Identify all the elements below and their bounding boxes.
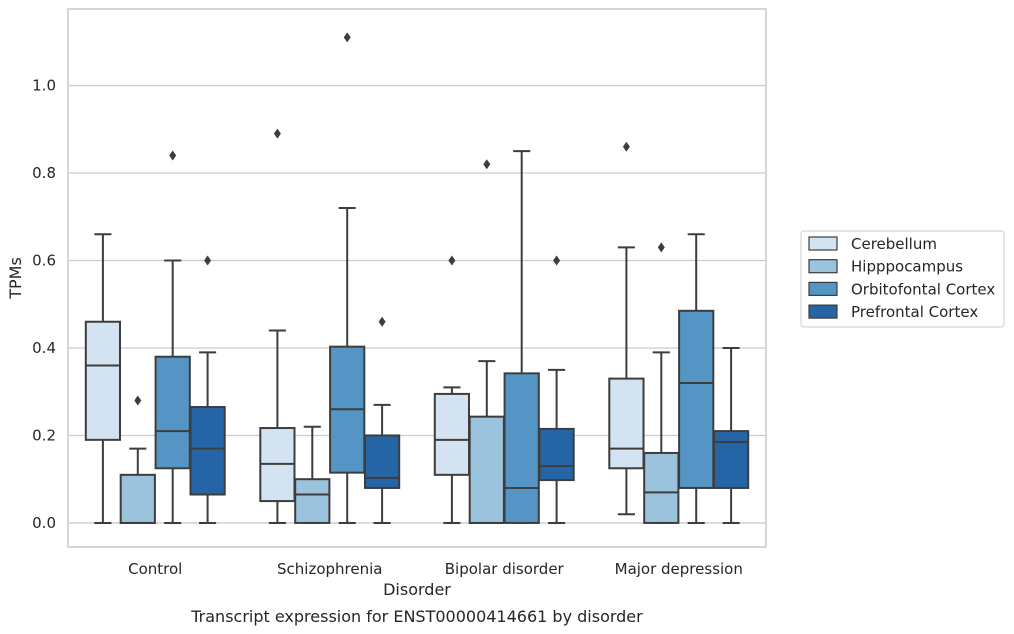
x-tick-label: Control bbox=[128, 560, 182, 578]
box-cerebellum-0 bbox=[84, 233, 122, 524]
y-tick-label: 1.0 bbox=[32, 77, 56, 95]
box-body bbox=[119, 473, 156, 524]
box-hipppocampus-2 bbox=[468, 159, 505, 524]
box-hipppocampus-1 bbox=[294, 425, 331, 524]
y-axis-ticks: 0.0 0.2 0.4 0.6 0.8 1.0 bbox=[32, 77, 56, 532]
legend-frame bbox=[800, 230, 1005, 328]
y-axis-label: TPMs bbox=[6, 257, 25, 300]
y-tick-label: 0.8 bbox=[32, 164, 56, 182]
box-cerebellum-3 bbox=[608, 141, 645, 516]
box-body bbox=[84, 320, 122, 441]
outlier-point bbox=[273, 128, 281, 139]
chart-caption: Transcript expression for ENST0000041466… bbox=[190, 607, 643, 626]
legend-label: Cerebellum bbox=[851, 235, 937, 253]
outlier-point bbox=[169, 150, 177, 161]
legend-swatch bbox=[808, 259, 838, 274]
box-body bbox=[503, 372, 540, 524]
outlier-point bbox=[657, 242, 665, 253]
legend-swatch bbox=[808, 236, 838, 251]
box-body bbox=[294, 478, 331, 524]
outlier-point bbox=[622, 141, 630, 152]
x-tick-label: Schizophrenia bbox=[277, 560, 382, 578]
x-tick-label: Major depression bbox=[615, 560, 743, 578]
y-tick-label: 0.0 bbox=[32, 514, 56, 532]
box-prefrontal-cortex-1 bbox=[363, 316, 401, 524]
box-orbitofontal-cortex-3 bbox=[678, 233, 715, 524]
x-axis-label: Disorder bbox=[383, 580, 451, 599]
box-cerebellum-1 bbox=[259, 128, 296, 524]
outlier-point bbox=[343, 32, 351, 43]
box-body bbox=[433, 392, 471, 476]
y-tick-label: 0.4 bbox=[32, 339, 56, 357]
legend-label: Hipppocampus bbox=[851, 258, 963, 276]
box-body bbox=[538, 427, 575, 482]
box-prefrontal-cortex-3 bbox=[712, 346, 750, 524]
box-hipppocampus-3 bbox=[643, 242, 680, 524]
legend-swatch bbox=[808, 304, 838, 319]
box-body bbox=[468, 415, 505, 524]
box-orbitofontal-cortex-0 bbox=[154, 150, 191, 524]
outlier-point bbox=[378, 316, 386, 327]
box-prefrontal-cortex-0 bbox=[189, 255, 226, 524]
outlier-point bbox=[134, 395, 142, 406]
y-tick-label: 0.6 bbox=[32, 252, 56, 270]
outlier-point bbox=[448, 255, 456, 266]
box-body bbox=[712, 430, 750, 489]
x-tick-label: Bipolar disorder bbox=[445, 560, 565, 578]
outlier-point bbox=[553, 255, 561, 266]
box-orbitofontal-cortex-2 bbox=[503, 150, 540, 524]
x-axis-ticks: Control Schizophrenia Bipolar disorder Majo… bbox=[128, 560, 743, 578]
legend-label: Orbitofontal Cortex bbox=[851, 280, 995, 298]
box-body bbox=[189, 406, 226, 496]
box-orbitofontal-cortex-1 bbox=[329, 32, 366, 524]
y-tick-label: 0.2 bbox=[32, 426, 56, 444]
legend: Cerebellum Hipppocampus Orbitofontal Corte… bbox=[800, 230, 1005, 328]
box-cerebellum-2 bbox=[433, 255, 471, 524]
plot-frame bbox=[67, 8, 767, 548]
legend-label: Prefrontal Cortex bbox=[851, 303, 978, 321]
legend-swatch bbox=[808, 281, 838, 296]
box-body bbox=[363, 434, 401, 489]
plot-area bbox=[84, 32, 750, 524]
outlier-point bbox=[204, 255, 212, 266]
box-body bbox=[154, 355, 191, 470]
box-body bbox=[643, 451, 680, 524]
box-hipppocampus-0 bbox=[119, 395, 156, 524]
outlier-point bbox=[483, 159, 491, 170]
box-body bbox=[608, 377, 645, 470]
box-prefrontal-cortex-2 bbox=[538, 255, 575, 524]
box-body bbox=[678, 309, 715, 489]
